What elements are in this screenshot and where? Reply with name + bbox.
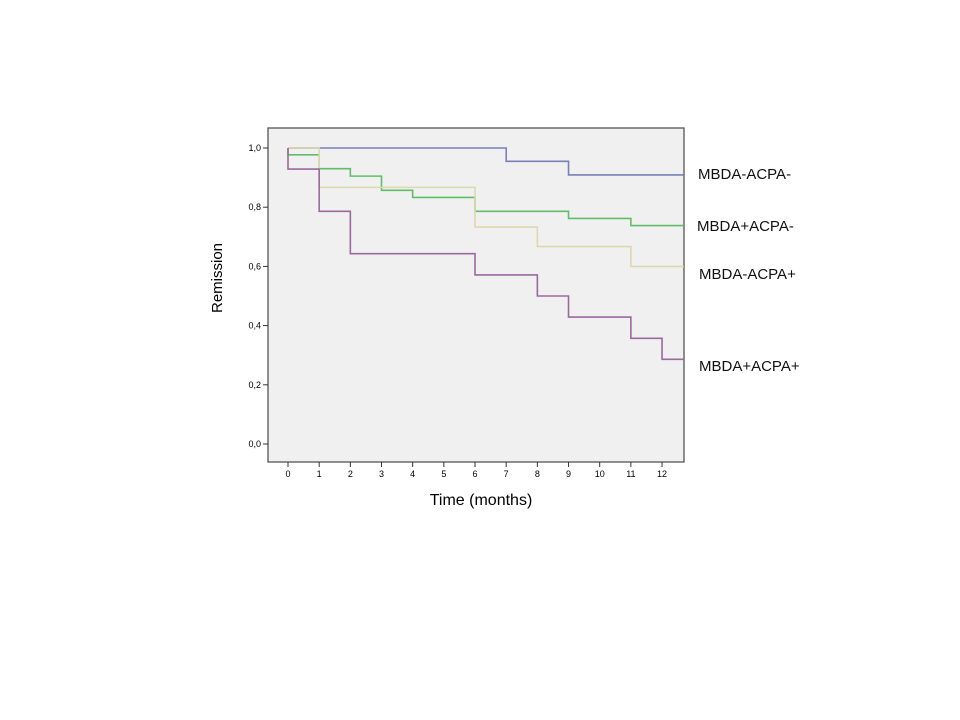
y-tick-label: 1,0: [248, 143, 261, 153]
legend-label-mbda-neg-acpa-pos: MBDA-ACPA+: [699, 266, 796, 283]
x-tick-label: 10: [595, 469, 605, 479]
y-tick-label: 0,4: [248, 321, 261, 331]
x-tick-label: 12: [657, 469, 667, 479]
x-tick-label: 9: [566, 469, 571, 479]
x-tick-label: 2: [348, 469, 353, 479]
x-tick-label: 4: [410, 469, 415, 479]
y-tick-label: 0,2: [248, 380, 261, 390]
y-tick-label: 0,6: [248, 261, 261, 271]
x-tick-label: 1: [317, 469, 322, 479]
y-axis-label: Remission: [209, 243, 226, 313]
survival-curve-mbdaposacpapos: [287, 148, 684, 361]
survival-curve-mbdanegacpaneg: [288, 147, 684, 176]
survival-curve-mbdanegacpapos: [288, 147, 684, 268]
x-tick-label: 3: [379, 469, 384, 479]
legend-label-mbda-pos-acpa-neg: MBDA+ACPA-: [697, 218, 794, 235]
x-tick-label: 11: [626, 469, 635, 479]
x-tick-label: 5: [441, 469, 446, 479]
legend-label-mbda-pos-acpa-pos: MBDA+ACPA+: [699, 358, 800, 375]
x-tick-label: 8: [535, 469, 540, 479]
y-tick-label: 0,8: [248, 202, 261, 212]
legend-label-mbda-neg-acpa-neg: MBDA-ACPA-: [698, 166, 792, 183]
plot-area: [267, 127, 685, 463]
x-tick-label: 7: [504, 469, 509, 479]
y-tick-label: 0,0: [248, 439, 261, 449]
x-tick-label: 6: [473, 469, 478, 479]
x-axis-label: Time (months): [430, 492, 533, 509]
x-tick-label: 0: [285, 469, 290, 479]
